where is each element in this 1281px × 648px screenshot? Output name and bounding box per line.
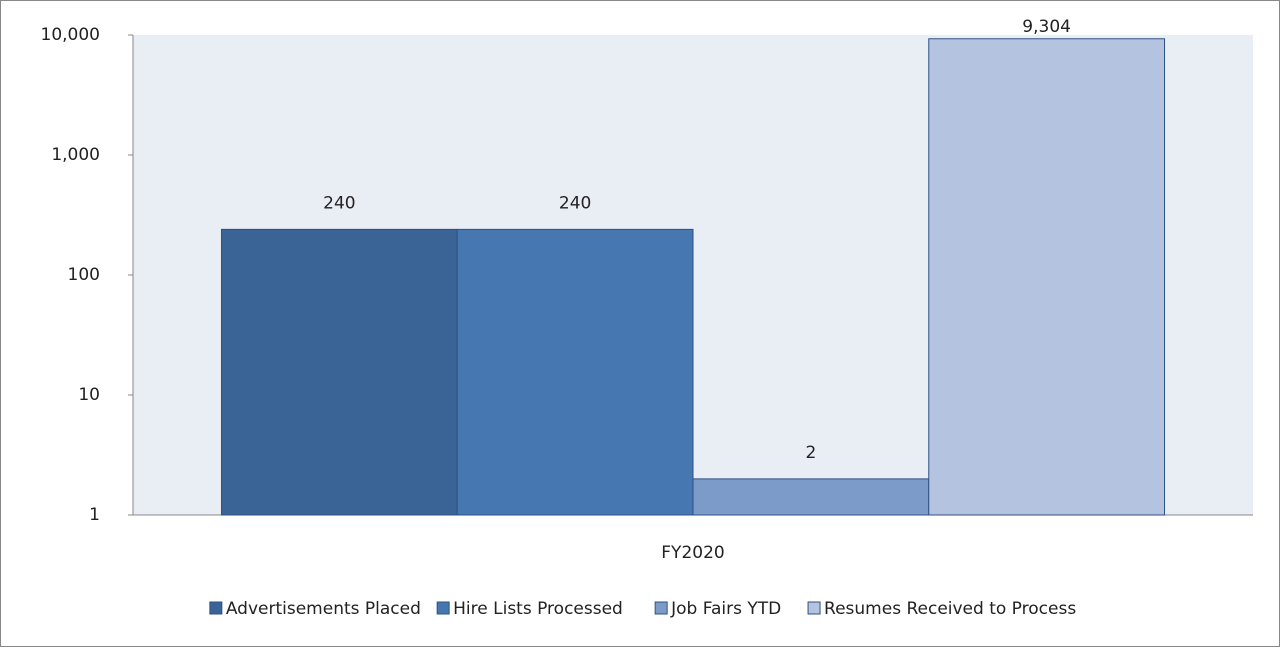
y-tick-label: 10,000 [41,25,100,45]
data-label: 240 [323,193,355,213]
x-tick-label: FY2020 [661,543,724,563]
bar [220,228,458,516]
legend-swatch [209,601,223,615]
data-label: 240 [559,193,591,213]
bar [692,478,930,516]
data-label: 9,304 [1022,17,1071,37]
bar [456,228,694,516]
legend-label: Job Fairs YTD [670,599,781,619]
legend-label: Advertisements Placed [226,599,421,619]
bar [928,38,1166,516]
legend-swatch [807,601,821,615]
legend-swatch [654,601,668,615]
legend-swatch [436,601,450,615]
y-tick-label: 1 [89,505,100,525]
data-label: 2 [805,443,816,463]
legend-label: Resumes Received to Process [824,599,1076,619]
y-tick-label: 1,000 [51,145,100,165]
legend-label: Hire Lists Processed [453,599,623,619]
y-tick-label: 100 [68,265,100,285]
y-tick-label: 10 [78,385,100,405]
